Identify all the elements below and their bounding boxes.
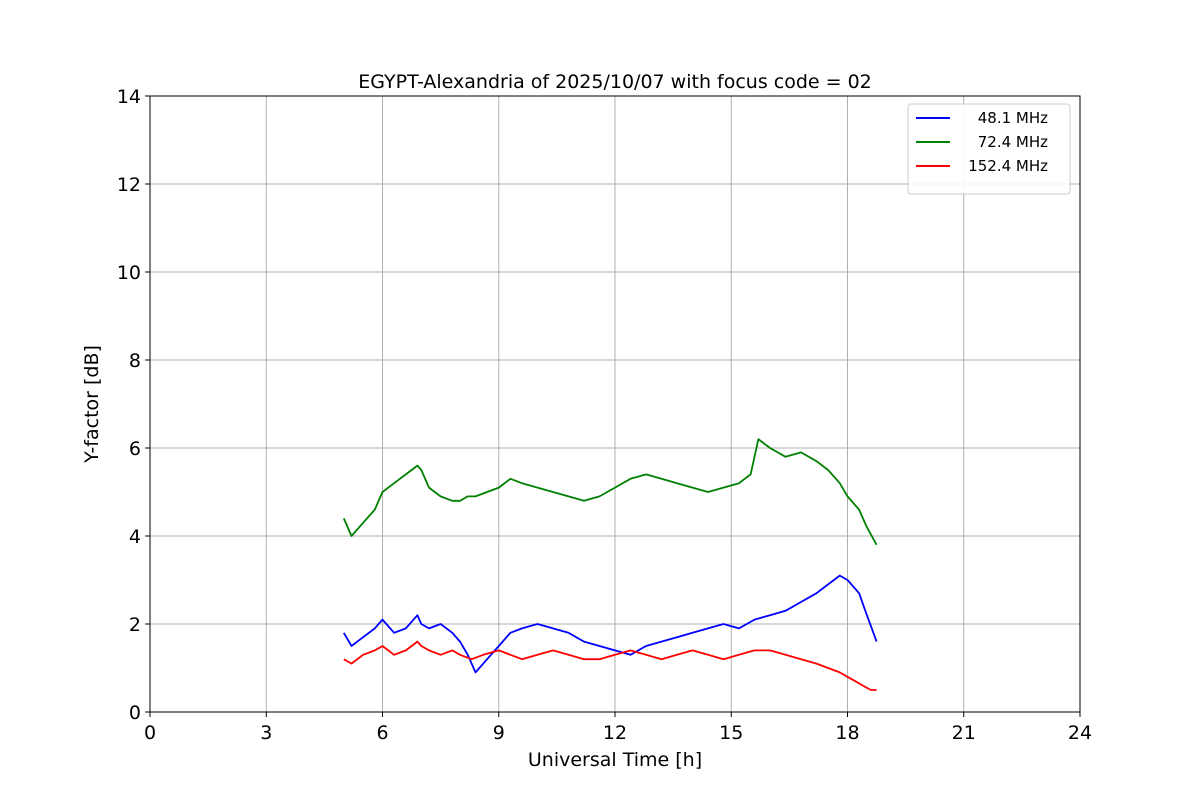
series-line-2: [343, 640, 877, 691]
x-axis-label: Universal Time [h]: [528, 749, 702, 771]
x-tick-label: 15: [719, 722, 743, 744]
y-tick-label: 6: [129, 438, 141, 460]
legend-entry: 152.4 MHz: [968, 157, 1048, 175]
y-tick-label: 14: [117, 86, 141, 108]
y-tick-label: 8: [129, 350, 141, 372]
chart-title: EGYPT-Alexandria of 2025/10/07 with focu…: [358, 71, 872, 93]
y-tick-label: 12: [117, 174, 141, 196]
y-tick-label: 0: [129, 702, 141, 724]
x-tick-label: 0: [144, 722, 156, 744]
legend-box: [907, 103, 1071, 195]
y-tick-label: 10: [117, 262, 141, 284]
x-tick-label: 18: [835, 722, 859, 744]
x-tick-label: 21: [952, 722, 976, 744]
x-tick-label: 6: [376, 722, 388, 744]
legend-entry: 48.1 MHz: [978, 109, 1048, 127]
x-axis: 0 3 6 9 12 15 18 21 24: [144, 712, 1092, 744]
x-tick-label: 9: [493, 722, 505, 744]
x-tick-label: 3: [260, 722, 272, 744]
y-axis-label: Y-factor [dB]: [81, 345, 103, 464]
y-tick-label: 4: [129, 526, 141, 548]
legend: 48.1 MHz 72.4 MHz 152.4 MHz: [907, 103, 1071, 195]
plot-area: [342, 438, 878, 691]
x-tick-label: 12: [603, 722, 627, 744]
x-tick-label: 24: [1068, 722, 1092, 744]
legend-entry: 72.4 MHz: [978, 133, 1048, 151]
y-tick-label: 2: [129, 614, 141, 636]
series-line-0: [343, 574, 878, 674]
series-line-1: [342, 438, 878, 546]
y-axis: 0 2 4 6 8 10 12 14: [117, 86, 150, 724]
